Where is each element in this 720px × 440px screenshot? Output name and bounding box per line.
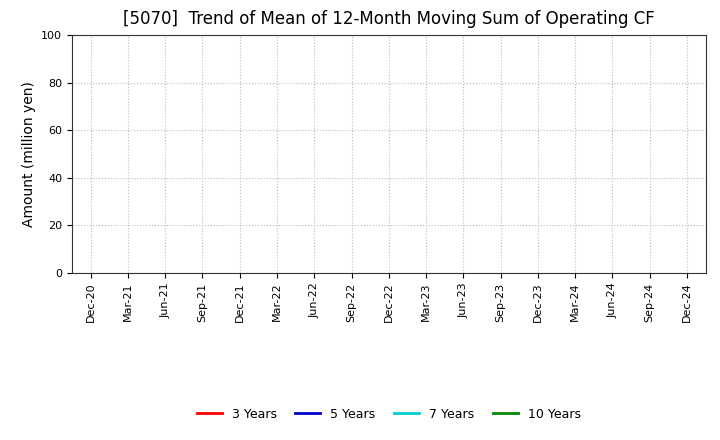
Legend: 3 Years, 5 Years, 7 Years, 10 Years: 3 Years, 5 Years, 7 Years, 10 Years: [192, 403, 586, 425]
Title: [5070]  Trend of Mean of 12-Month Moving Sum of Operating CF: [5070] Trend of Mean of 12-Month Moving …: [123, 10, 654, 28]
Y-axis label: Amount (million yen): Amount (million yen): [22, 81, 36, 227]
